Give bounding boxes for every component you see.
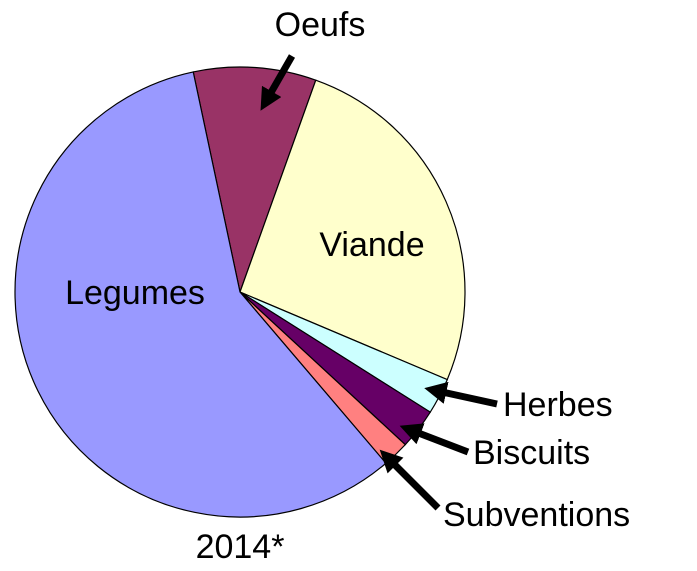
label-arrow <box>260 54 296 111</box>
chart-title: 2014* <box>196 528 285 566</box>
label-arrow <box>379 449 441 511</box>
slice-label: Biscuits <box>473 434 590 472</box>
pie-slice <box>192 66 317 295</box>
slice-label: Oeufs <box>275 6 366 44</box>
slice-label: Viande <box>319 226 424 264</box>
pie-slice <box>239 79 466 381</box>
label-arrow <box>424 381 498 408</box>
slice-label: Herbes <box>503 386 613 424</box>
pie-slice <box>14 71 387 518</box>
slice-label: Legumes <box>65 274 205 312</box>
label-arrow <box>399 423 470 456</box>
slice-label: Subventions <box>443 496 630 534</box>
